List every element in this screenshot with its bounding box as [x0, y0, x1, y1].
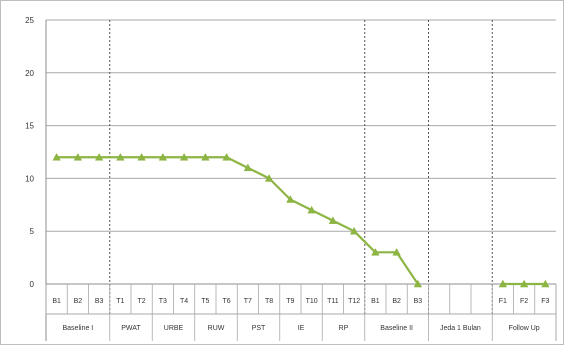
x-tick-label: T3 — [159, 298, 167, 305]
x-tick-label: T6 — [223, 298, 231, 305]
phase-label: PWAT — [121, 325, 141, 332]
data-point-marker — [158, 152, 168, 161]
phase-label: Baseline II — [380, 325, 413, 332]
data-point-marker — [179, 152, 189, 161]
x-tick-label: B2 — [392, 298, 401, 305]
phase-divider-layer — [109, 20, 493, 314]
x-tick-label: T2 — [138, 298, 146, 305]
y-tick-label: 15 — [25, 122, 34, 131]
data-point-marker — [371, 248, 380, 256]
x-tick-label: T10 — [306, 298, 318, 305]
phase-label: Jeda 1 Bulan — [440, 325, 481, 332]
x-tick-label: T11 — [327, 298, 339, 305]
x-tick-label: B3 — [414, 298, 423, 305]
data-point-marker — [392, 248, 401, 256]
phase-label: IE — [298, 325, 305, 332]
data-point-marker — [498, 279, 508, 288]
y-tick-label: 5 — [30, 227, 35, 236]
x-tick-label: T9 — [286, 298, 294, 305]
y-tick-label: 10 — [25, 174, 34, 183]
data-point-marker — [201, 152, 210, 161]
x-tick-label: F1 — [499, 298, 507, 305]
data-point-marker — [519, 279, 529, 288]
x-tick-label: B1 — [52, 298, 61, 305]
y-tick-label: 25 — [25, 16, 34, 25]
x-tick-label: F2 — [520, 298, 528, 305]
data-point-marker — [328, 216, 338, 224]
x-tick-label: B1 — [371, 298, 380, 305]
data-point-marker — [222, 152, 231, 161]
phase-label: RUW — [208, 325, 225, 332]
x-tick-label: T4 — [180, 298, 188, 305]
phase-label: URBE — [164, 325, 184, 332]
x-tick-label: T1 — [116, 298, 124, 305]
data-point-marker — [413, 279, 423, 288]
data-point-marker — [137, 152, 146, 161]
x-tick-label: T12 — [348, 298, 360, 305]
data-point-marker — [52, 152, 61, 161]
data-point-marker — [349, 226, 359, 235]
x-tick-label: T8 — [265, 298, 273, 305]
x-tick-label: B2 — [74, 298, 83, 305]
y-tick-label: 0 — [30, 280, 35, 289]
phase-label: RP — [339, 325, 349, 332]
series-line — [56, 156, 419, 285]
x-tick-label: T5 — [201, 298, 209, 305]
phase-label: PST — [252, 325, 266, 332]
data-point-marker — [243, 163, 253, 172]
data-point-marker — [94, 152, 104, 161]
phase-label: Baseline I — [63, 325, 94, 332]
series-layer — [52, 152, 550, 288]
phase-label: Follow Up — [509, 325, 540, 332]
x-tick-label: T7 — [244, 298, 252, 305]
data-point-marker — [286, 195, 295, 203]
x-tick-label: F3 — [541, 298, 549, 305]
label-layer: 0 5 10 15 20 25 B1 B2 B3 T1 T2 T3 T4 T5 T6 T7 T8 T9 T10 T11… — [25, 16, 549, 332]
data-point-marker — [541, 279, 550, 288]
data-point-marker — [116, 152, 125, 161]
data-point-marker — [73, 152, 83, 161]
data-point-marker — [264, 174, 274, 182]
axis-layer — [45, 20, 557, 341]
x-tick-label: B3 — [95, 298, 104, 305]
data-point-marker — [307, 205, 316, 214]
grid-layer — [46, 19, 556, 232]
y-tick-label: 20 — [25, 69, 34, 78]
